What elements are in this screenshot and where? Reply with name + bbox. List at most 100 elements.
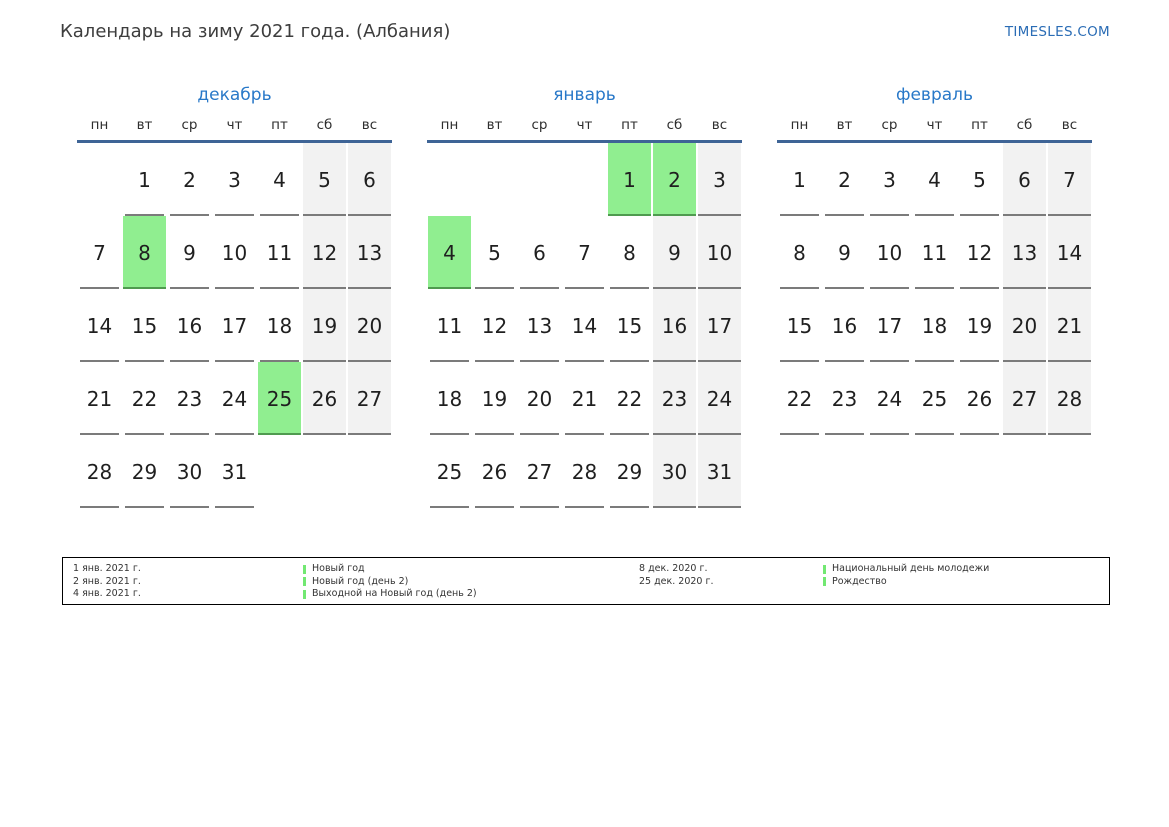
day-number: 5 [973, 167, 986, 192]
day-number: 5 [488, 240, 501, 265]
day-cell-fill [698, 435, 741, 508]
legend-entry: Выходной на Новый год (день 2) [303, 588, 477, 601]
empty-cell [77, 143, 122, 216]
day-cell: 16 [652, 289, 697, 362]
day-cell-fill [303, 289, 346, 362]
day-number: 15 [131, 313, 158, 338]
day-number: 22 [131, 386, 158, 411]
legend-label: Новый год (день 2) [312, 575, 409, 587]
day-cell: 2 [167, 143, 212, 216]
weekday-header: ср [881, 117, 898, 133]
day-cell: 9 [652, 216, 697, 289]
day-underline [260, 214, 299, 216]
day-underline [80, 433, 119, 435]
holiday-highlight [123, 216, 166, 289]
day-cell: 24 [867, 362, 912, 435]
day-underline [520, 287, 559, 289]
weekday-header: пт [971, 117, 988, 133]
day-underline [610, 360, 649, 362]
day-underline [565, 433, 604, 435]
day-cell-fill [698, 362, 741, 435]
day-number: 1 [138, 167, 151, 192]
day-cell: 29 [122, 435, 167, 508]
day-cell: 5 [302, 143, 347, 216]
day-number: 16 [831, 313, 858, 338]
day-number: 1 [623, 167, 636, 192]
day-underline [520, 360, 559, 362]
day-cell: 24 [212, 362, 257, 435]
empty-cell [517, 143, 562, 216]
day-number: 9 [668, 240, 681, 265]
weekday-header: вт [836, 117, 853, 133]
day-number: 22 [786, 386, 813, 411]
day-cell: 17 [212, 289, 257, 362]
day-cell: 16 [167, 289, 212, 362]
day-underline [915, 360, 954, 362]
day-cell-fill [698, 143, 741, 216]
week-row: 1 2 3 4 5 6 [77, 143, 392, 216]
day-cell-fill [1048, 143, 1091, 216]
header-divider [427, 140, 742, 143]
day-number: 26 [966, 386, 993, 411]
week-row: 14 15 16 17 18 19 20 [77, 289, 392, 362]
day-cell-fill [1003, 143, 1046, 216]
day-number: 12 [481, 313, 508, 338]
day-cell: 27 [517, 435, 562, 508]
day-cell-fill [303, 362, 346, 435]
day-cell: 18 [427, 362, 472, 435]
holiday-marker-bar [823, 577, 826, 587]
day-cell: 23 [652, 362, 697, 435]
day-number: 19 [966, 313, 993, 338]
day-underline [215, 287, 254, 289]
day-cell-fill [303, 143, 346, 216]
day-number: 14 [571, 313, 598, 338]
header-divider [777, 140, 1092, 143]
day-cell: 11 [912, 216, 957, 289]
day-number: 21 [571, 386, 598, 411]
day-cell-fill [303, 216, 346, 289]
day-number: 6 [533, 240, 546, 265]
day-cell: 13 [517, 289, 562, 362]
weekday-header: пн [90, 117, 109, 133]
day-underline [610, 433, 649, 435]
day-number: 15 [786, 313, 813, 338]
weekday-header: вс [711, 117, 728, 133]
day-cell: 16 [822, 289, 867, 362]
day-number: 30 [661, 459, 688, 484]
day-cell: 21 [562, 362, 607, 435]
day-cell: 14 [562, 289, 607, 362]
day-number: 8 [623, 240, 636, 265]
day-number: 11 [436, 313, 463, 338]
week-row: 22 23 24 25 26 27 28 [777, 362, 1092, 435]
week-row: 1 2 3 [427, 143, 742, 216]
day-number: 26 [481, 459, 508, 484]
day-cell: 11 [427, 289, 472, 362]
day-underline [520, 506, 559, 508]
day-underline [80, 360, 119, 362]
day-number: 20 [356, 313, 383, 338]
day-cell: 12 [472, 289, 517, 362]
day-cell: 1 [607, 143, 652, 216]
day-number: 14 [86, 313, 113, 338]
day-number: 23 [176, 386, 203, 411]
day-cell-fill [1048, 216, 1091, 289]
site-link[interactable]: TIMESLES.COM [1004, 24, 1110, 40]
day-underline [825, 287, 864, 289]
holiday-highlight [258, 362, 301, 435]
day-number: 27 [1011, 386, 1038, 411]
day-cell-fill [698, 289, 741, 362]
day-cell: 7 [77, 216, 122, 289]
day-cell: 24 [697, 362, 742, 435]
header-divider [77, 140, 392, 143]
day-cell: 20 [1002, 289, 1047, 362]
week-row: 28 29 30 31 [77, 435, 392, 508]
day-number: 9 [183, 240, 196, 265]
day-cell: 8 [777, 216, 822, 289]
empty-cell [472, 143, 517, 216]
weekday-header: вс [361, 117, 378, 133]
day-cell: 22 [777, 362, 822, 435]
weekday-header: сб [666, 117, 683, 133]
weekday-header: пт [621, 117, 638, 133]
day-number: 27 [526, 459, 553, 484]
day-underline [125, 360, 164, 362]
